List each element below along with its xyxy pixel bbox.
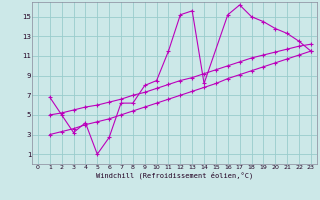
X-axis label: Windchill (Refroidissement éolien,°C): Windchill (Refroidissement éolien,°C) [96,171,253,179]
